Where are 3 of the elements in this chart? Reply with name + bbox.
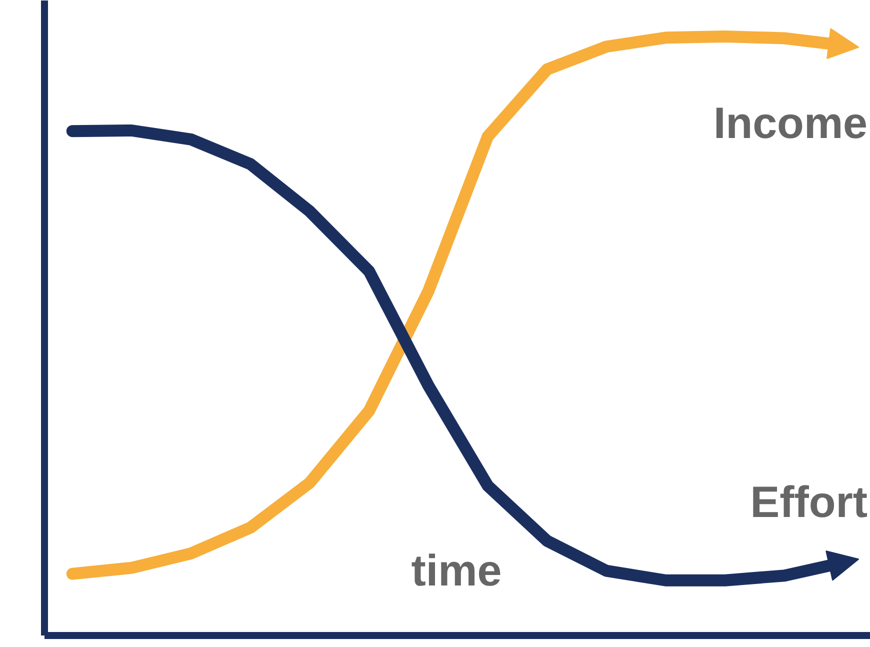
x-axis-title: time	[411, 546, 502, 596]
series-label: Effort	[750, 478, 868, 528]
series-label: Income	[713, 98, 868, 148]
